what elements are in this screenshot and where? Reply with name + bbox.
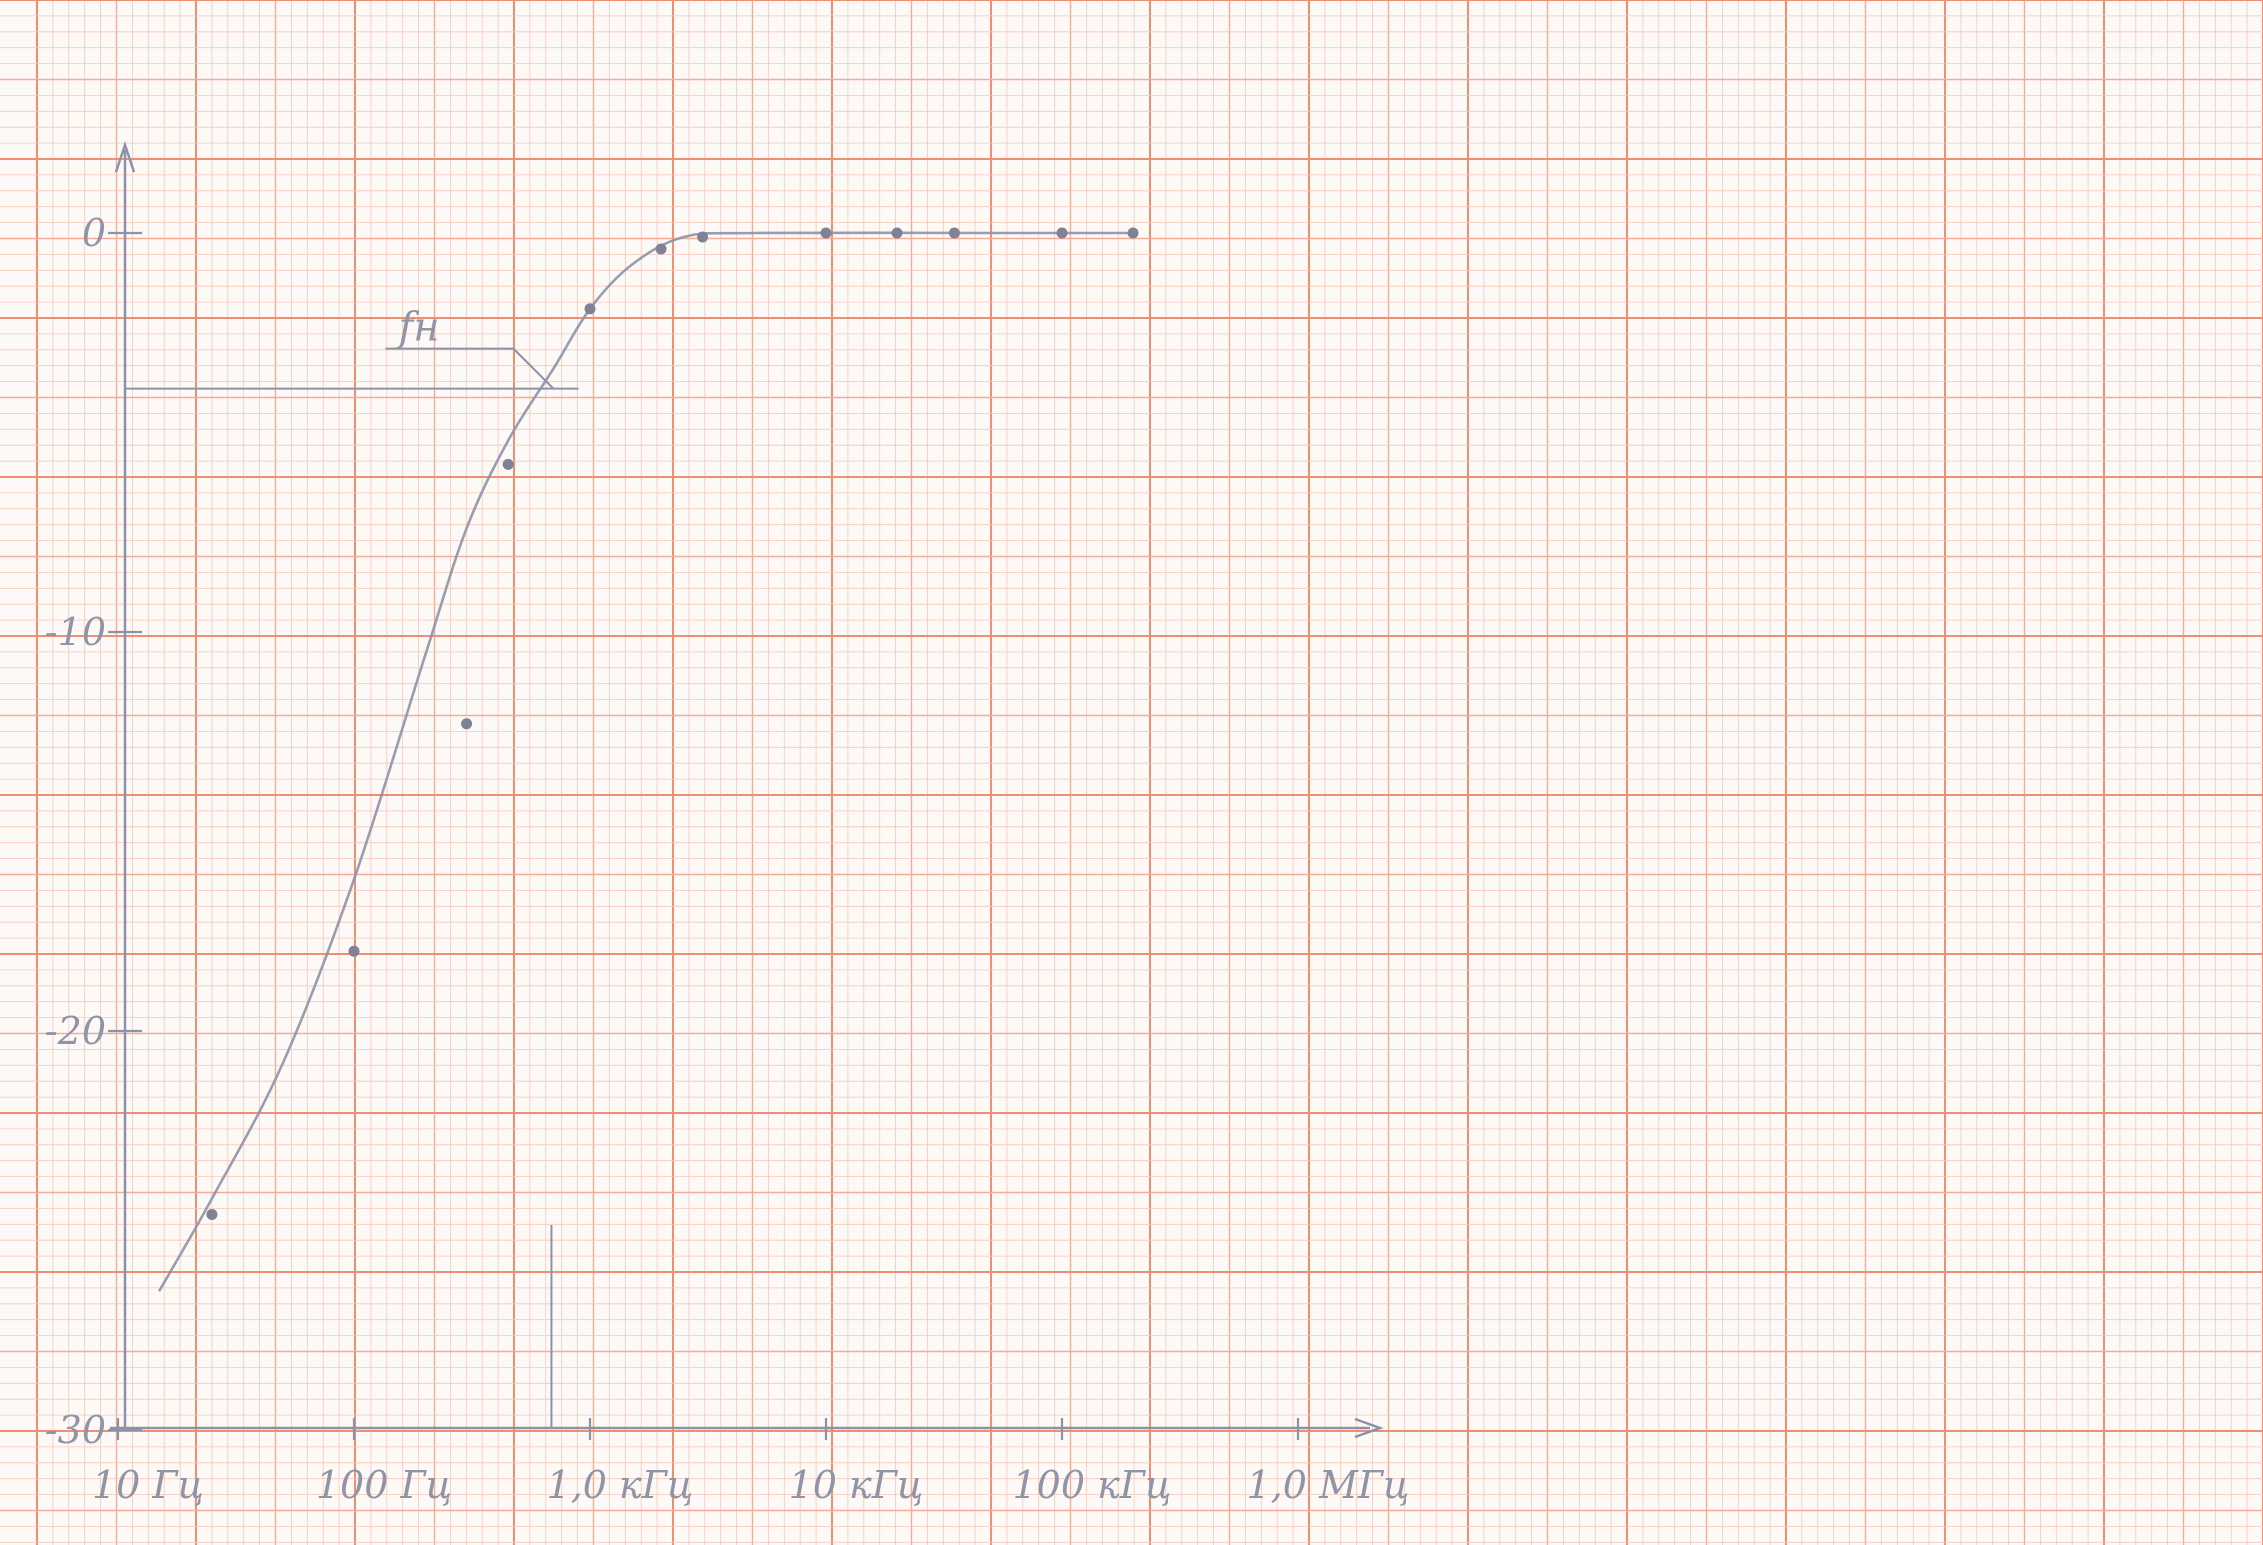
x-tick-label: 10 кГц xyxy=(789,1463,924,1507)
y-tick-label: 0 xyxy=(82,211,106,255)
data-point xyxy=(655,243,667,255)
data-point xyxy=(461,718,473,730)
data-point xyxy=(697,231,709,243)
data-point xyxy=(948,227,960,239)
x-tick-label: 1,0 МГц xyxy=(1246,1463,1409,1507)
axes xyxy=(110,141,1384,1439)
y-axis-arrow-icon xyxy=(114,141,136,173)
annotations: fн xyxy=(385,305,555,390)
series-line xyxy=(158,231,1135,1292)
response-curve xyxy=(158,231,1135,1292)
data-point xyxy=(348,945,360,957)
y-tick-label: -10 xyxy=(45,610,106,654)
data-point xyxy=(206,1209,218,1221)
data-point xyxy=(1056,227,1068,239)
cutoff-annotation-label: fн xyxy=(395,305,439,351)
x-tick-label: 100 кГц xyxy=(1013,1463,1172,1507)
data-point xyxy=(502,458,514,470)
x-tick-label: 1,0 кГц xyxy=(547,1463,694,1507)
data-point xyxy=(1127,227,1139,239)
measured-points xyxy=(206,227,1139,1221)
annotation-leader-line xyxy=(385,347,555,390)
x-axis-arrow-icon xyxy=(1354,1417,1384,1439)
cutoff-reference-lines xyxy=(125,387,579,1428)
data-point xyxy=(584,303,596,315)
tick-labels: 0 -10 -20 -30 10 Гц 100 Гц 1,0 кГц 10 кГц 100 кГ… xyxy=(45,211,1410,1507)
data-point xyxy=(891,227,903,239)
data-point xyxy=(820,227,832,239)
x-tick-label: 100 Гц xyxy=(316,1463,452,1507)
y-tick-label: -30 xyxy=(45,1408,106,1452)
y-tick-label: -20 xyxy=(45,1009,106,1053)
x-tick-label: 10 Гц xyxy=(92,1463,204,1507)
